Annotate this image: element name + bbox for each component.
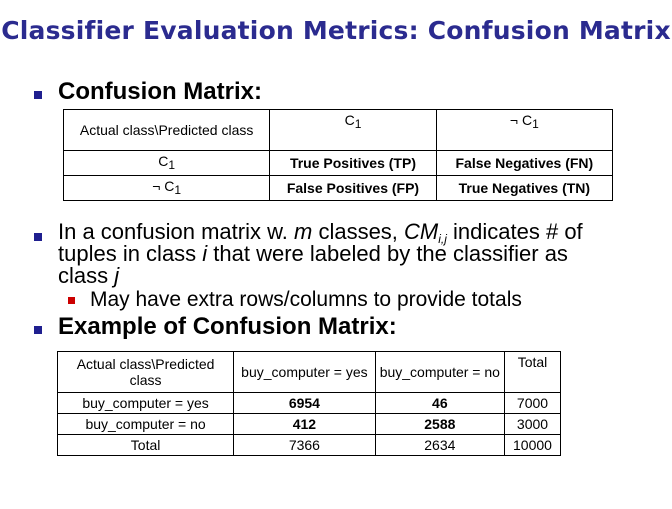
cell-value: 7366 [233,434,376,456]
header-cell: buy_computer = yes [233,351,376,393]
row-label-c1: C1 [62,150,271,176]
cell-false-positives: False Positives (FP) [269,175,437,201]
row-not-c1-base: ¬ C [152,178,175,194]
paragraph-text: class [58,263,115,288]
row-label-not-c1: ¬ C1 [62,175,271,201]
cell-true-negatives: True Negatives (TN) [435,175,614,201]
header-not-c1-base: ¬ C [509,112,533,128]
cell-total: 10000 [503,434,562,456]
section-heading-example: Example of Confusion Matrix: [58,313,397,340]
table-row: C1 True Positives (TP) False Negatives (… [62,150,614,176]
paragraph-text: tuples in class [58,241,203,266]
example-confusion-matrix-table: Actual class\Predicted class buy_compute… [56,351,562,456]
sub-bullet-text: May have extra rows/columns to provide t… [90,288,522,311]
table-row: buy_computer = no 412 2588 3000 [56,413,562,435]
paragraph-text: that were labeled by the classifier as [207,241,568,266]
paragraph-cm: CM [404,219,439,244]
row-label: buy_computer = no [56,413,235,435]
cell-value: 46 [374,392,505,414]
row-c1-sub: 1 [168,158,176,172]
table-header-row: Actual class\Predicted class C1 ¬ C1 [62,109,614,151]
sub-bullet-square-icon [68,297,75,304]
corner-header-cell: Actual class\Predicted class [62,109,271,151]
header-cell: buy_computer = no [374,351,505,393]
paragraph-line-1: In a confusion matrix w. m classes, CMi,… [58,221,583,250]
paragraph-j: j [114,263,120,288]
row-label: Total [56,434,235,456]
bullet-square-icon [34,91,42,99]
cell-value: 412 [233,413,376,435]
cell-value: 6954 [233,392,376,414]
cell-value: 2634 [374,434,505,456]
header-cell: Total [503,351,562,393]
header-c1-sub: 1 [354,117,362,131]
cell-true-positives: True Positives (TP) [269,150,437,176]
slide-title: Classifier Evaluation Metrics: Confusion… [1,16,671,45]
row-label: buy_computer = yes [56,392,235,414]
header-cell-c1: C1 [269,109,437,151]
paragraph-line-2: tuples in class i that were labeled by t… [58,243,568,265]
table-row: Total 7366 2634 10000 [56,434,562,456]
paragraph-text: indicates # of [446,219,583,244]
row-c1-base: C [158,153,169,169]
table-row: buy_computer = yes 6954 46 7000 [56,392,562,414]
paragraph-m: m [294,219,313,244]
header-cell: Actual class\Predicted class [56,351,235,393]
section-heading-confusion-matrix: Confusion Matrix: [58,78,262,105]
row-not-c1-sub: 1 [174,183,182,197]
bullet-square-icon [34,326,42,334]
paragraph-line-3: class j [58,265,119,287]
table-header-row: Actual class\Predicted class buy_compute… [56,351,562,393]
table-row: ¬ C1 False Positives (FP) True Negatives… [62,175,614,201]
cell-value: 2588 [374,413,505,435]
paragraph-text: classes, [312,219,405,244]
header-c1-base: C [344,112,355,128]
cell-false-negatives: False Negatives (FN) [435,150,614,176]
paragraph-i: i [202,241,208,266]
bullet-square-icon [34,233,42,241]
header-cell-not-c1: ¬ C1 [435,109,614,151]
header-not-c1-sub: 1 [532,117,539,131]
paragraph-cm-subscript: i,j [438,232,447,246]
paragraph-text: In a confusion matrix w. [58,219,294,244]
cell-total: 7000 [503,392,562,414]
cell-total: 3000 [503,413,562,435]
confusion-matrix-table: Actual class\Predicted class C1 ¬ C1 C1 … [62,109,614,201]
